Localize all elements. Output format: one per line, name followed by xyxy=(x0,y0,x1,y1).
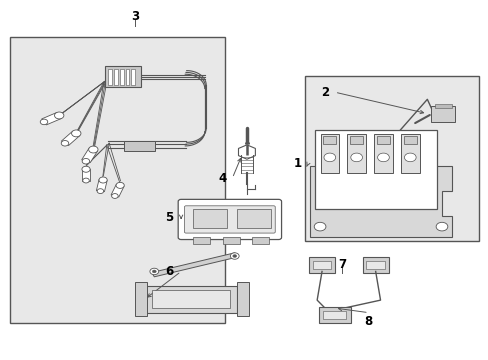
Text: 6: 6 xyxy=(164,265,173,278)
Bar xyxy=(251,237,268,244)
Bar xyxy=(376,136,389,144)
Circle shape xyxy=(55,112,64,119)
Circle shape xyxy=(150,268,158,275)
Bar xyxy=(125,69,129,85)
Circle shape xyxy=(97,189,103,194)
Text: 3: 3 xyxy=(130,10,139,23)
Text: 4: 4 xyxy=(218,172,226,185)
Polygon shape xyxy=(152,253,237,277)
FancyBboxPatch shape xyxy=(362,257,388,273)
Polygon shape xyxy=(111,184,124,197)
Bar xyxy=(315,130,436,209)
Bar xyxy=(403,136,416,144)
Bar xyxy=(131,69,135,85)
Bar xyxy=(349,136,363,144)
Polygon shape xyxy=(310,166,451,237)
FancyBboxPatch shape xyxy=(308,257,334,273)
FancyBboxPatch shape xyxy=(104,66,141,87)
Bar xyxy=(323,311,346,319)
Text: 5: 5 xyxy=(164,211,173,224)
Circle shape xyxy=(111,194,118,198)
Bar xyxy=(373,134,392,173)
Bar xyxy=(237,209,271,228)
Circle shape xyxy=(40,119,48,125)
Bar xyxy=(193,237,210,244)
Circle shape xyxy=(71,130,81,137)
Bar xyxy=(320,134,338,173)
Polygon shape xyxy=(61,131,80,145)
Text: 1: 1 xyxy=(293,157,302,170)
Polygon shape xyxy=(96,180,107,192)
Bar xyxy=(114,69,118,85)
Circle shape xyxy=(61,140,69,146)
Circle shape xyxy=(230,253,239,259)
Circle shape xyxy=(404,153,415,162)
Circle shape xyxy=(324,153,335,162)
Circle shape xyxy=(99,177,107,183)
Bar xyxy=(222,237,239,244)
Polygon shape xyxy=(82,169,90,180)
FancyBboxPatch shape xyxy=(318,307,350,323)
Circle shape xyxy=(82,158,89,164)
FancyBboxPatch shape xyxy=(178,199,281,239)
Bar xyxy=(400,134,419,173)
Bar xyxy=(152,291,229,309)
Text: 8: 8 xyxy=(364,315,372,328)
Circle shape xyxy=(82,166,90,172)
Bar xyxy=(323,136,336,144)
Bar xyxy=(135,282,147,316)
Bar xyxy=(434,104,451,108)
Polygon shape xyxy=(238,145,255,159)
Circle shape xyxy=(350,153,362,162)
Circle shape xyxy=(152,270,156,273)
Bar xyxy=(312,261,330,269)
Bar xyxy=(120,69,123,85)
Bar xyxy=(193,209,227,228)
Bar xyxy=(108,69,112,85)
Text: 7: 7 xyxy=(337,258,346,271)
Bar xyxy=(10,37,224,323)
Circle shape xyxy=(435,222,447,231)
Polygon shape xyxy=(41,112,61,125)
Bar xyxy=(237,282,249,316)
Circle shape xyxy=(116,183,124,188)
Bar xyxy=(346,134,365,173)
Circle shape xyxy=(232,255,236,257)
Bar xyxy=(305,76,478,241)
Circle shape xyxy=(314,222,325,231)
Text: 2: 2 xyxy=(320,86,328,99)
Polygon shape xyxy=(81,148,98,163)
FancyBboxPatch shape xyxy=(124,140,155,151)
Bar xyxy=(366,261,384,269)
Circle shape xyxy=(88,146,98,153)
FancyBboxPatch shape xyxy=(184,206,275,233)
FancyBboxPatch shape xyxy=(430,107,454,122)
Bar xyxy=(144,286,237,313)
Circle shape xyxy=(82,178,89,183)
Circle shape xyxy=(377,153,388,162)
